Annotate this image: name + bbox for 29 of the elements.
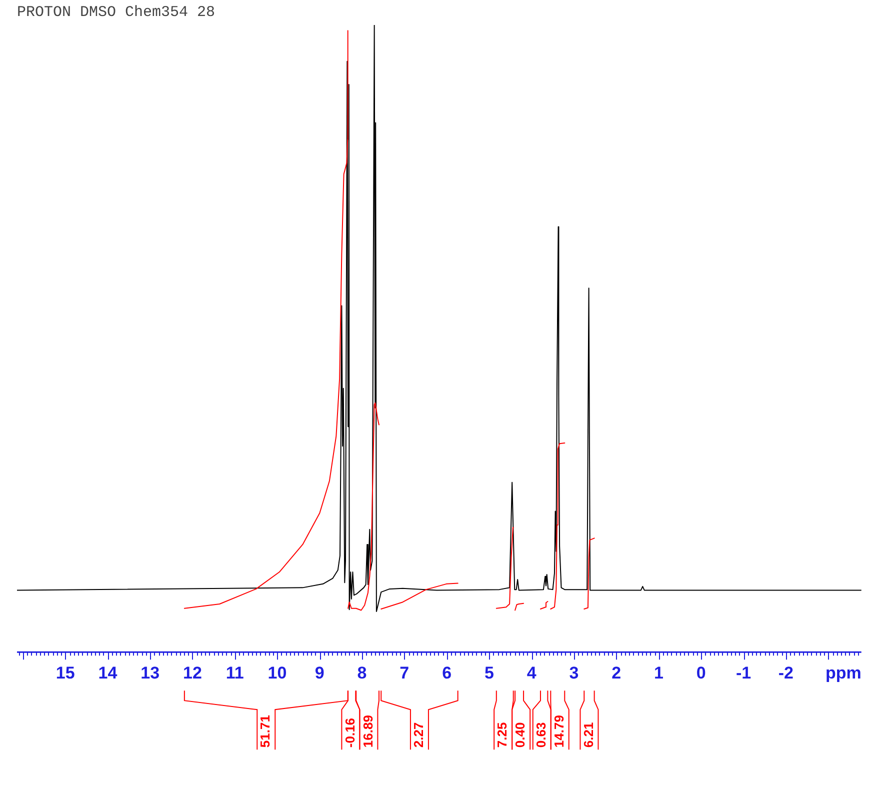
x-tick-label: 7	[400, 663, 410, 682]
x-tick-label: 14	[98, 663, 118, 682]
x-tick-label: 8	[357, 663, 367, 682]
x-tick-label: 1	[654, 663, 664, 682]
x-tick-label: 2	[612, 663, 622, 682]
x-tick-label: -2	[778, 663, 794, 682]
x-tick-label: 11	[226, 663, 244, 682]
x-axis-title: ppm	[825, 663, 862, 682]
text: 0.40	[512, 722, 528, 748]
text: 14.79	[551, 715, 566, 748]
chart-title: PROTON DMSO Chem354 28	[17, 4, 216, 21]
x-tick-label: 0	[696, 663, 706, 682]
text: -0.16	[342, 718, 358, 748]
x-tick-label: -1	[736, 663, 752, 682]
x-tick-label: 5	[484, 663, 494, 682]
x-tick-label: 3	[569, 663, 579, 682]
x-tick-label: 12	[183, 663, 202, 682]
x-tick-label: 10	[268, 663, 287, 682]
text: 7.25	[494, 722, 510, 748]
text: 2.27	[411, 722, 426, 748]
text: 6.21	[580, 722, 596, 748]
text: 51.71	[258, 715, 273, 748]
x-tick-label: 4	[526, 663, 537, 682]
x-tick-label: 15	[56, 663, 75, 682]
x-tick-label: 9	[314, 663, 324, 682]
x-tick-label: 6	[442, 663, 452, 682]
x-tick-label: 13	[140, 663, 160, 682]
text: 16.89	[360, 715, 376, 748]
text: 0.63	[533, 722, 548, 748]
